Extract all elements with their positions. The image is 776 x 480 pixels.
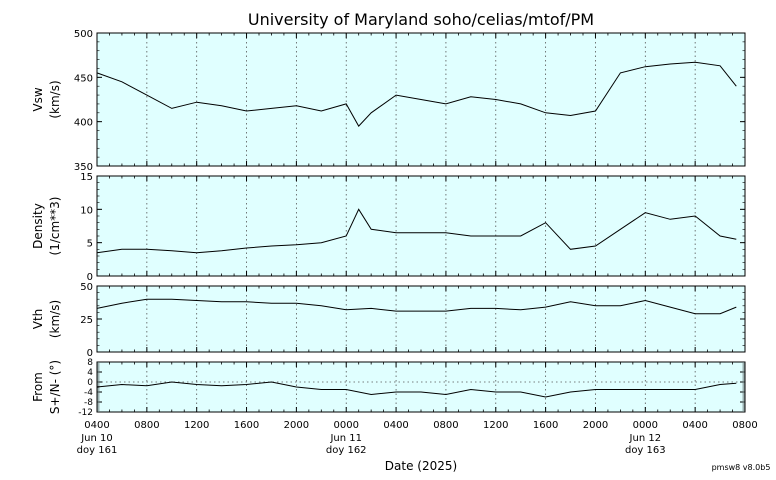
y-axis-label: Density	[31, 203, 45, 249]
y-axis-unit-label: (km/s)	[48, 300, 62, 338]
y-axis-label: Vth	[31, 309, 45, 330]
panel-vsw: 350 400 450 500 Vsw (km/s)	[31, 29, 746, 173]
y-tick-label: 4	[87, 368, 93, 378]
panel-background	[97, 286, 745, 352]
x-doy-label: doy 162	[326, 445, 367, 456]
y-tick-label: 350	[74, 162, 93, 173]
x-date-label: Jun 11	[329, 433, 362, 444]
x-tick-label: 1200	[184, 420, 209, 431]
x-tick-label: 0400	[682, 420, 707, 431]
y-tick-label: 10	[80, 205, 93, 216]
x-tick-label: 1200	[483, 420, 508, 431]
y-tick-label: 25	[80, 315, 93, 326]
x-tick-label: 0800	[433, 420, 458, 431]
panel-background	[97, 176, 745, 276]
y-axis-unit-label: S+/N- (°)	[48, 360, 62, 414]
x-tick-label: 0000	[334, 420, 359, 431]
x-tick-label: 0800	[732, 420, 757, 431]
y-tick-label: 8	[87, 358, 93, 368]
y-tick-label: 15	[80, 172, 93, 183]
series-line-from	[96, 381, 737, 398]
x-tick-label: 2000	[583, 420, 608, 431]
y-tick-label: 400	[74, 118, 93, 129]
series-line-vsw	[96, 61, 737, 127]
x-tick-label: 1600	[533, 420, 558, 431]
x-tick-label: 0800	[134, 420, 159, 431]
y-tick-label: 0	[87, 348, 93, 359]
panel-vth: 0 25 50 Vth (km/s)	[31, 282, 746, 359]
x-tick-label: 0000	[633, 420, 658, 431]
x-date-label: Jun 12	[629, 433, 662, 444]
panel-frame	[96, 361, 746, 413]
y-tick-label: -12	[78, 408, 93, 418]
y-tick-label: 500	[74, 29, 93, 40]
y-tick-label: 5	[87, 239, 93, 250]
y-tick-label: 50	[80, 282, 93, 293]
y-tick-label: -4	[84, 388, 93, 398]
y-tick-label: 0	[87, 378, 93, 388]
y-tick-label: -8	[84, 398, 93, 408]
panel-density: 0 5 10 15 Density (1/cm**3)	[31, 172, 746, 283]
x-doy-label: doy 161	[77, 445, 118, 456]
x-doy-label: doy 163	[625, 445, 666, 456]
chart-title: University of Maryland soho/celias/mtof/…	[248, 10, 594, 29]
panel-background	[97, 362, 745, 412]
x-tick-label: 1600	[234, 420, 259, 431]
version-label: pmsw8 v8.0b5	[712, 463, 771, 472]
y-tick-label: 450	[74, 73, 93, 84]
y-tick-label: 0	[87, 272, 93, 283]
panel-frame	[96, 175, 746, 277]
y-axis-label: From	[31, 372, 45, 402]
y-axis-unit-label: (km/s)	[48, 80, 62, 118]
x-tick-label: 0400	[383, 420, 408, 431]
series-line-density	[96, 208, 737, 254]
x-tick-label: 2000	[284, 420, 309, 431]
x-tick-label: 0400	[84, 420, 109, 431]
series-line-vth	[96, 298, 737, 315]
x-axis-label: Date (2025)	[385, 459, 457, 473]
y-axis-label: Vsw	[31, 87, 45, 111]
x-date-label: Jun 10	[80, 433, 113, 444]
y-axis-unit-label: (1/cm**3)	[48, 197, 62, 256]
panel-frame	[96, 285, 746, 353]
panel-frame	[96, 32, 746, 167]
